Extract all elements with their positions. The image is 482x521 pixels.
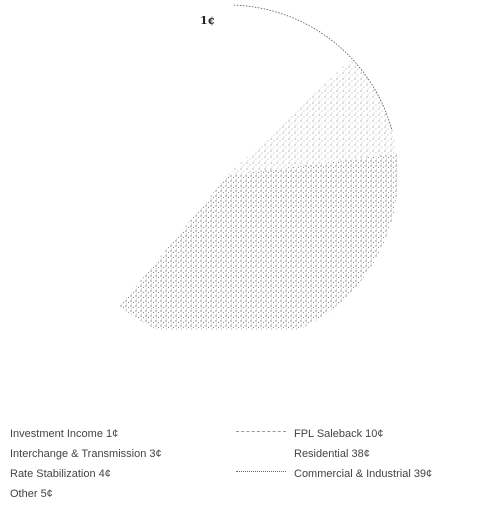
pie-slice-labels: 1¢ [200, 14, 215, 27]
pie-chart: 1¢ [119, 4, 399, 330]
legend-left-column: Investment Income 1¢ Interchange & Trans… [10, 424, 162, 504]
legend-label: Residential 38¢ [294, 448, 370, 460]
legend-label: FPL Saleback 10¢ [294, 428, 384, 440]
legend-item-residential: Residential 38¢ [236, 444, 432, 464]
legend-item-interchange-transmission: Interchange & Transmission 3¢ [10, 444, 162, 464]
slice-label-investment-income: 1¢ [200, 14, 215, 27]
pie-slice-investment-income [228, 5, 239, 175]
legend-label: Other 5¢ [10, 488, 53, 500]
pie-chart-svg: 1¢ [119, 4, 399, 330]
legend-label: Interchange & Transmission 3¢ [10, 448, 162, 460]
legend-item-rate-stabilization: Rate Stabilization 4¢ [10, 464, 162, 484]
legend-item-investment-income: Investment Income 1¢ [10, 424, 162, 444]
legend-label: Investment Income 1¢ [10, 428, 119, 440]
pie-slices [119, 4, 399, 330]
legend-label: Rate Stabilization 4¢ [10, 468, 111, 480]
pie-slice-residential [119, 153, 399, 330]
legend-label: Commercial & Industrial 39¢ [294, 468, 433, 480]
legend-right-column: FPL Saleback 10¢ Residential 38¢ Commerc… [236, 424, 432, 484]
pie-slice-fpl-saleback [228, 58, 397, 175]
pie-outer-edge [233, 4, 393, 132]
legend-item-other: Other 5¢ [10, 484, 162, 504]
legend-swatch [236, 431, 286, 437]
legend-swatch [236, 471, 286, 477]
legend-swatch [236, 451, 286, 457]
legend-item-fpl-saleback: FPL Saleback 10¢ [236, 424, 432, 444]
legend-item-commercial-industrial: Commercial & Industrial 39¢ [236, 464, 432, 484]
